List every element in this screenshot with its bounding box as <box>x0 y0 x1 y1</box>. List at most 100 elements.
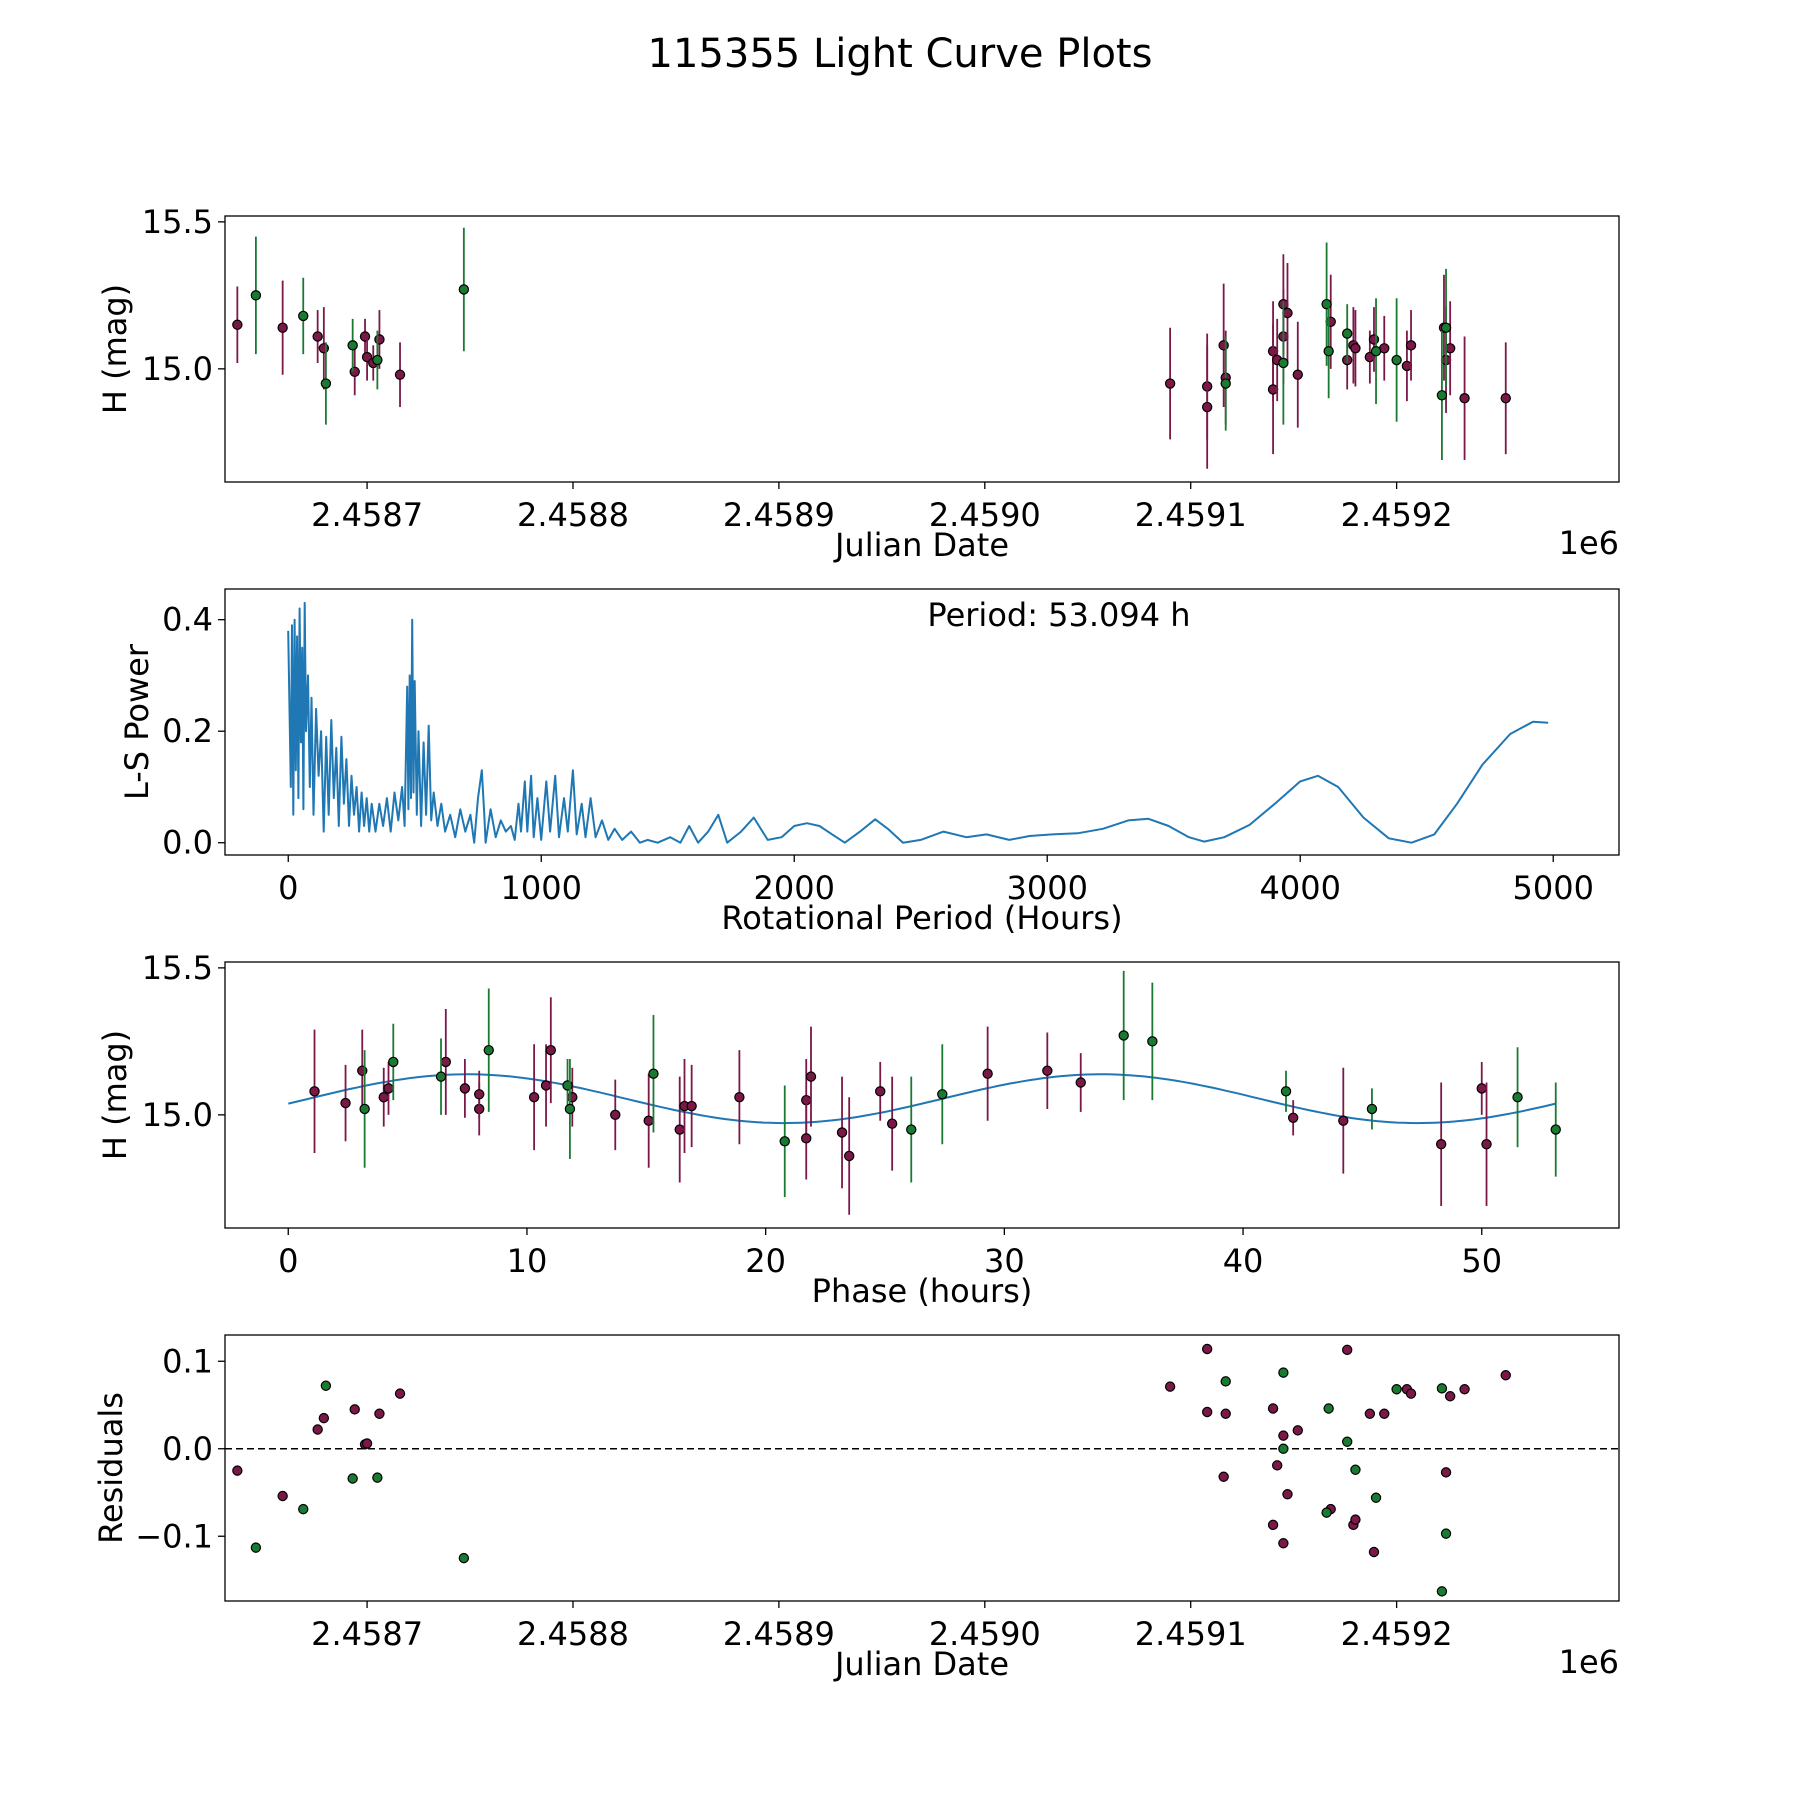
residuals-y-tick-label: −0.1 <box>135 1517 213 1555</box>
residual-point-band-a <box>1350 1514 1361 1525</box>
residual-point-band-a <box>1267 1519 1279 1531</box>
residual-point-band-a <box>349 1404 360 1415</box>
residual-point-band-a <box>394 1388 406 1399</box>
phase-point-band-a <box>1435 1139 1447 1150</box>
light-curve-point-band-b <box>1370 346 1382 357</box>
light-curve-x-tick-label: 2.4589 <box>723 496 835 534</box>
light-curve-point-band-b <box>458 284 470 295</box>
phase-point-band-a <box>674 1124 685 1135</box>
phase-point-band-a <box>1476 1083 1487 1094</box>
phase-x-tick-label: 0 <box>278 1242 298 1280</box>
phase-x-tick-label: 40 <box>1223 1242 1264 1280</box>
figure-title: 115355 Light Curve Plots <box>648 31 1153 77</box>
residuals-x-offset: 1e6 <box>1559 1643 1619 1681</box>
phase-point-band-b <box>648 1068 659 1079</box>
light-curve-panel: 2.4587 2.4588 2.4589 2.4590 2.4591 2.4592 15.0… <box>96 203 1620 564</box>
phase-x-tick-label: 10 <box>507 1242 548 1280</box>
residual-point-band-a <box>1440 1467 1452 1478</box>
residual-point-band-b <box>298 1503 309 1515</box>
periodogram-y-tick-label: 0.2 <box>162 712 213 750</box>
light-curve-point-band-a <box>361 351 373 363</box>
light-curve-point-band-b <box>347 340 358 351</box>
periodogram-x-tick-label: 3000 <box>1007 869 1088 907</box>
residual-point-band-a <box>312 1424 323 1435</box>
light-curve-x-tick-label: 2.4590 <box>929 496 1041 534</box>
residual-point-band-a <box>1364 1408 1376 1419</box>
residual-point-band-a <box>1459 1384 1470 1395</box>
residual-point-band-b <box>1436 1586 1448 1597</box>
periodogram-x-tick-label: 5000 <box>1513 869 1594 907</box>
residuals-frame <box>224 1334 1620 1602</box>
residual-point-band-a <box>1500 1370 1511 1381</box>
residual-point-band-b <box>250 1542 262 1553</box>
periodogram-y-tick-label: 0.4 <box>162 601 213 639</box>
residual-point-band-a <box>1342 1344 1353 1356</box>
phase-point-band-b <box>359 1103 370 1115</box>
phase-point-band-b <box>1550 1124 1561 1135</box>
phase-point-band-a <box>383 1083 394 1094</box>
light-curve-x-tick-label: 2.4588 <box>517 496 629 534</box>
phase-point-band-a <box>378 1092 389 1103</box>
residuals-y-tick-label: 0.1 <box>162 1342 213 1380</box>
phase-point-band-a <box>1042 1065 1053 1076</box>
phase-point-band-a <box>1075 1077 1086 1088</box>
residual-point-band-a <box>277 1490 288 1502</box>
light-curve-point-band-a <box>312 331 323 342</box>
phase-point-band-a <box>886 1118 898 1129</box>
light-curve-point-band-b <box>1220 378 1231 389</box>
residual-point-band-b <box>1323 1403 1334 1414</box>
residual-point-band-b <box>1350 1464 1361 1475</box>
phase-x-tick-label: 50 <box>1461 1242 1502 1280</box>
residual-point-band-a <box>1278 1430 1289 1441</box>
phase-point-band-a <box>1481 1139 1492 1150</box>
residual-point-band-a <box>374 1408 385 1419</box>
light-curve-point-band-b <box>320 378 332 389</box>
light-curve-point-band-b <box>1440 322 1452 333</box>
residual-point-band-a <box>1267 1403 1279 1414</box>
phase-x-tick-label: 30 <box>984 1242 1025 1280</box>
residuals-x-tick-label: 2.4590 <box>929 1615 1041 1653</box>
periodogram-y-tick-label: 0.0 <box>162 824 213 862</box>
residual-point-band-a <box>1220 1408 1231 1419</box>
phase-x-tick-label: 20 <box>745 1242 786 1280</box>
residual-point-band-b <box>347 1473 358 1484</box>
light-curve-point-band-a <box>374 334 385 345</box>
phase-point-band-a <box>1338 1115 1349 1126</box>
light-curve-point-band-a <box>1459 393 1470 404</box>
residual-point-band-a <box>1164 1381 1176 1392</box>
light-curve-point-band-b <box>1321 298 1332 310</box>
residual-point-band-b <box>1321 1507 1332 1518</box>
light-curve-point-band-b <box>250 290 262 301</box>
phase-point-band-b <box>388 1056 399 1068</box>
phase-point-band-a <box>734 1092 745 1103</box>
light-curve-y-label: H (mag) <box>96 284 134 414</box>
residual-point-band-a <box>318 1412 330 1424</box>
phase-point-band-b <box>483 1044 494 1056</box>
light-curve-x-tick-label: 2.4591 <box>1135 496 1247 534</box>
light-curve-point-band-a <box>394 369 406 380</box>
phase-point-band-b <box>564 1103 576 1115</box>
residual-point-band-b <box>1278 1443 1289 1454</box>
phase-folded-panel: 0 10 20 30 40 50 15.0 15.5 Phase (hours) H (mag… <box>96 949 1620 1310</box>
residuals-y-tick-label: 0.0 <box>162 1430 213 1468</box>
light-curve-point-band-a <box>1500 393 1511 404</box>
phase-point-band-a <box>843 1150 855 1162</box>
phase-point-band-a <box>805 1071 817 1082</box>
phase-point-band-a <box>643 1115 654 1126</box>
residuals-x-tick-label: 2.4589 <box>723 1615 835 1653</box>
phase-point-band-b <box>1147 1036 1158 1047</box>
residual-point-band-a <box>1218 1471 1229 1482</box>
residual-point-band-b <box>1436 1383 1448 1394</box>
periodogram-x-label: Rotational Period (Hours) <box>721 899 1122 937</box>
periodogram-line <box>287 601 1549 844</box>
residuals-x-tick-label: 2.4592 <box>1341 1615 1453 1653</box>
phase-point-band-a <box>610 1109 621 1121</box>
residual-point-band-a <box>1282 1489 1293 1500</box>
phase-x-label: Phase (hours) <box>812 1272 1033 1310</box>
residual-point-band-b <box>1278 1367 1289 1378</box>
light-curve-point-band-a <box>318 343 330 354</box>
light-curve-point-band-a <box>359 331 371 342</box>
periodogram-x-tick-label: 0 <box>278 869 298 907</box>
light-curve-point-band-a <box>277 322 288 333</box>
